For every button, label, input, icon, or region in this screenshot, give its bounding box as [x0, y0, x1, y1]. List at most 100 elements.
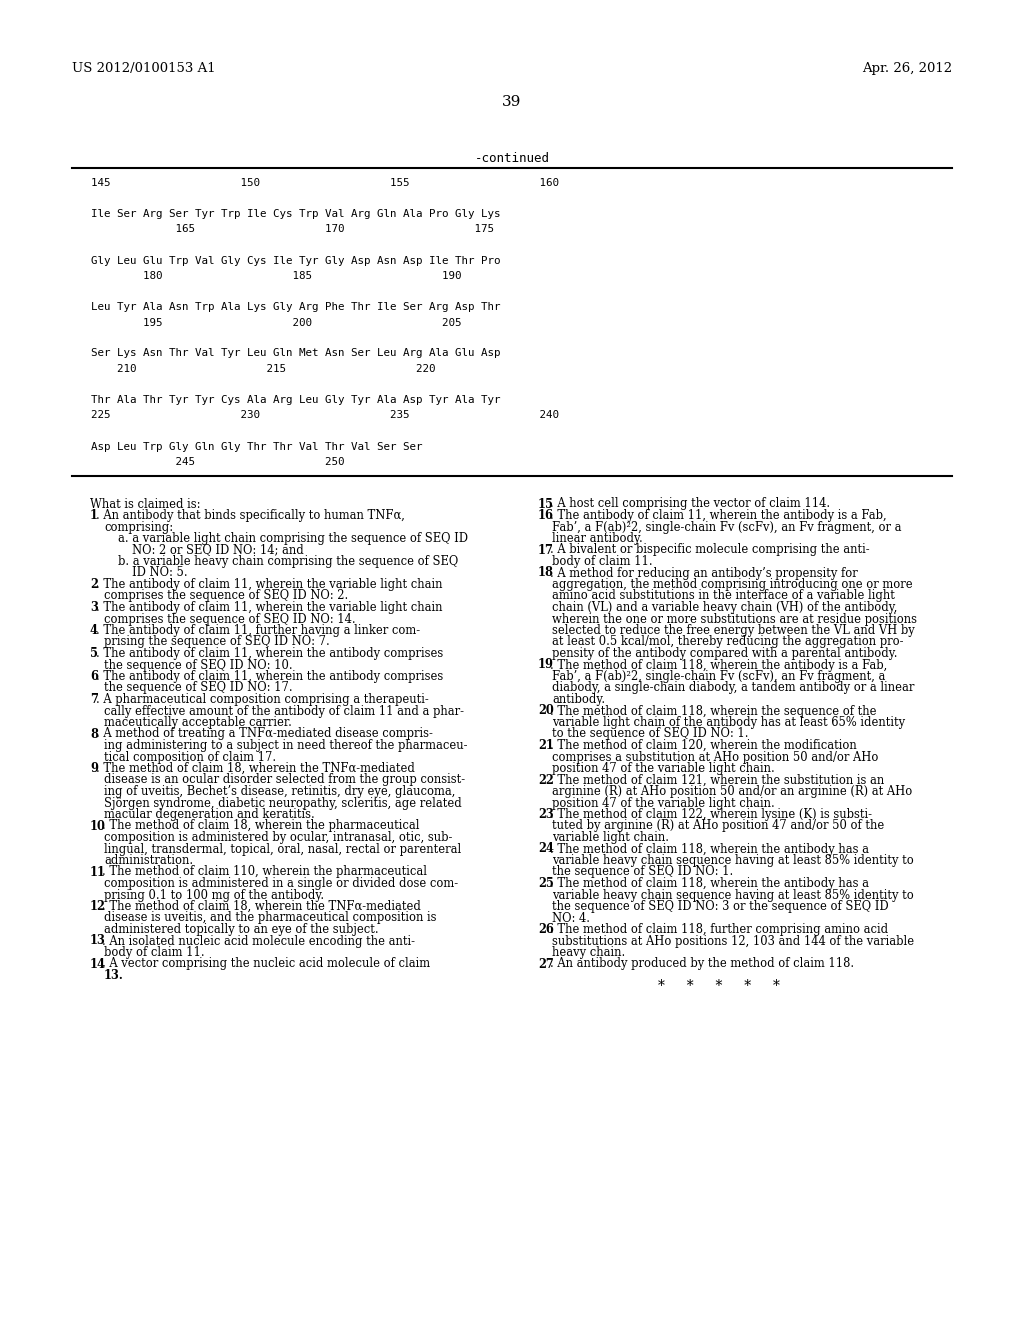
Text: 145                    150                    155                    160: 145 150 155 160 [91, 178, 559, 187]
Text: . The method of claim 122, wherein lysine (K) is substi-: . The method of claim 122, wherein lysin… [550, 808, 871, 821]
Text: comprises the sequence of SEQ ID NO: 2.: comprises the sequence of SEQ ID NO: 2. [104, 590, 348, 602]
Text: body of claim 11.: body of claim 11. [552, 554, 652, 568]
Text: cally effective amount of the antibody of claim 11 and a phar-: cally effective amount of the antibody o… [104, 705, 464, 718]
Text: variable light chain of the antibody has at least 65% identity: variable light chain of the antibody has… [552, 715, 905, 729]
Text: . A vector comprising the nucleic acid molecule of claim: . A vector comprising the nucleic acid m… [101, 957, 430, 970]
Text: . The method of claim 121, wherein the substitution is an: . The method of claim 121, wherein the s… [550, 774, 884, 787]
Text: amino acid substitutions in the interface of a variable light: amino acid substitutions in the interfac… [552, 590, 895, 602]
Text: Ile Ser Arg Ser Tyr Trp Ile Cys Trp Val Arg Gln Ala Pro Gly Lys: Ile Ser Arg Ser Tyr Trp Ile Cys Trp Val … [91, 209, 501, 219]
Text: administered topically to an eye of the subject.: administered topically to an eye of the … [104, 923, 379, 936]
Text: comprises the sequence of SEQ ID NO: 14.: comprises the sequence of SEQ ID NO: 14. [104, 612, 355, 626]
Text: 19: 19 [538, 659, 554, 672]
Text: . A bivalent or bispecific molecule comprising the anti-: . A bivalent or bispecific molecule comp… [550, 544, 869, 557]
Text: disease is an ocular disorder selected from the group consist-: disease is an ocular disorder selected f… [104, 774, 465, 787]
Text: 2: 2 [90, 578, 98, 591]
Text: ing of uveitis, Bechet’s disease, retinitis, dry eye, glaucoma,: ing of uveitis, Bechet’s disease, retini… [104, 785, 456, 799]
Text: variable heavy chain sequence having at least 85% identity to: variable heavy chain sequence having at … [552, 888, 913, 902]
Text: Ser Lys Asn Thr Val Tyr Leu Gln Met Asn Ser Leu Arg Ala Glu Asp: Ser Lys Asn Thr Val Tyr Leu Gln Met Asn … [91, 348, 501, 359]
Text: the sequence of SEQ ID NO: 3 or the sequence of SEQ ID: the sequence of SEQ ID NO: 3 or the sequ… [552, 900, 889, 913]
Text: 5: 5 [90, 647, 98, 660]
Text: 210                    215                    220: 210 215 220 [91, 364, 435, 374]
Text: . The method of claim 18, wherein the TNFα-mediated: . The method of claim 18, wherein the TN… [101, 900, 421, 913]
Text: position 47 of the variable light chain.: position 47 of the variable light chain. [552, 762, 775, 775]
Text: 22: 22 [538, 774, 554, 787]
Text: 3: 3 [90, 601, 98, 614]
Text: 20: 20 [538, 705, 554, 718]
Text: . The method of claim 110, wherein the pharmaceutical: . The method of claim 110, wherein the p… [101, 866, 427, 879]
Text: NO: 4.: NO: 4. [552, 912, 590, 924]
Text: . An antibody produced by the method of claim 118.: . An antibody produced by the method of … [550, 957, 854, 970]
Text: b. a variable heavy chain comprising the sequence of SEQ: b. a variable heavy chain comprising the… [118, 554, 459, 568]
Text: comprising:: comprising: [104, 520, 173, 533]
Text: 11: 11 [90, 866, 106, 879]
Text: . A method for reducing an antibody’s propensity for: . A method for reducing an antibody’s pr… [550, 566, 857, 579]
Text: Gly Leu Glu Trp Val Gly Cys Ile Tyr Gly Asp Asn Asp Ile Thr Pro: Gly Leu Glu Trp Val Gly Cys Ile Tyr Gly … [91, 256, 501, 265]
Text: tuted by arginine (R) at AHo position 47 and/or 50 of the: tuted by arginine (R) at AHo position 47… [552, 820, 885, 833]
Text: variable light chain.: variable light chain. [552, 832, 669, 843]
Text: . The method of claim 118, wherein the sequence of the: . The method of claim 118, wherein the s… [550, 705, 877, 718]
Text: maceutically acceptable carrier.: maceutically acceptable carrier. [104, 715, 292, 729]
Text: 14: 14 [90, 957, 106, 970]
Text: 21: 21 [538, 739, 554, 752]
Text: disease is uveitis, and the pharmaceutical composition is: disease is uveitis, and the pharmaceutic… [104, 912, 436, 924]
Text: 27: 27 [538, 957, 554, 970]
Text: the sequence of SEQ ID NO: 17.: the sequence of SEQ ID NO: 17. [104, 681, 293, 694]
Text: 4: 4 [90, 624, 98, 638]
Text: 18: 18 [538, 566, 554, 579]
Text: Fab’, a F(ab)²2, single-chain Fv (scFv), an Fv fragment, a: Fab’, a F(ab)²2, single-chain Fv (scFv),… [552, 671, 886, 682]
Text: 245                    250: 245 250 [91, 457, 344, 467]
Text: 9: 9 [90, 762, 98, 775]
Text: the sequence of SEQ ID NO: 1.: the sequence of SEQ ID NO: 1. [552, 866, 733, 879]
Text: . The antibody of claim 11, wherein the antibody is a Fab,: . The antibody of claim 11, wherein the … [550, 510, 887, 521]
Text: antibody.: antibody. [552, 693, 605, 706]
Text: ID NO: 5.: ID NO: 5. [132, 566, 187, 579]
Text: Leu Tyr Ala Asn Trp Ala Lys Gly Arg Phe Thr Ile Ser Arg Asp Thr: Leu Tyr Ala Asn Trp Ala Lys Gly Arg Phe … [91, 302, 501, 312]
Text: administration.: administration. [104, 854, 194, 867]
Text: 25: 25 [538, 876, 554, 890]
Text: prising 0.1 to 100 mg of the antibody.: prising 0.1 to 100 mg of the antibody. [104, 888, 325, 902]
Text: composition is administered in a single or divided dose com-: composition is administered in a single … [104, 876, 458, 890]
Text: . The antibody of claim 11, wherein the variable light chain: . The antibody of claim 11, wherein the … [96, 601, 442, 614]
Text: US 2012/0100153 A1: US 2012/0100153 A1 [72, 62, 216, 75]
Text: 8: 8 [90, 727, 98, 741]
Text: chain (VL) and a variable heavy chain (VH) of the antibody,: chain (VL) and a variable heavy chain (V… [552, 601, 897, 614]
Text: to the sequence of SEQ ID NO: 1.: to the sequence of SEQ ID NO: 1. [552, 727, 749, 741]
Text: Asp Leu Trp Gly Gln Gly Thr Thr Val Thr Val Ser Ser: Asp Leu Trp Gly Gln Gly Thr Thr Val Thr … [91, 441, 423, 451]
Text: ing administering to a subject in need thereof the pharmaceu-: ing administering to a subject in need t… [104, 739, 468, 752]
Text: . A host cell comprising the vector of claim 114.: . A host cell comprising the vector of c… [550, 498, 829, 511]
Text: 165                    170                    175: 165 170 175 [91, 224, 494, 235]
Text: 16: 16 [538, 510, 554, 521]
Text: 12: 12 [90, 900, 105, 913]
Text: 6: 6 [90, 671, 98, 682]
Text: prising the sequence of SEQ ID NO: 7.: prising the sequence of SEQ ID NO: 7. [104, 635, 330, 648]
Text: 225                    230                    235                    240: 225 230 235 240 [91, 411, 559, 421]
Text: *     *     *     *     *: * * * * * [658, 979, 780, 993]
Text: . The method of claim 120, wherein the modification: . The method of claim 120, wherein the m… [550, 739, 856, 752]
Text: Apr. 26, 2012: Apr. 26, 2012 [862, 62, 952, 75]
Text: the sequence of SEQ ID NO: 10.: the sequence of SEQ ID NO: 10. [104, 659, 293, 672]
Text: What is claimed is:: What is claimed is: [90, 498, 201, 511]
Text: . The antibody of claim 11, wherein the variable light chain: . The antibody of claim 11, wherein the … [96, 578, 442, 591]
Text: 7: 7 [90, 693, 98, 706]
Text: diabody, a single-chain diabody, a tandem antibody or a linear: diabody, a single-chain diabody, a tande… [552, 681, 914, 694]
Text: 180                    185                    190: 180 185 190 [91, 271, 462, 281]
Text: 13.: 13. [104, 969, 124, 982]
Text: tical composition of claim 17.: tical composition of claim 17. [104, 751, 276, 763]
Text: 15: 15 [538, 498, 554, 511]
Text: 195                    200                    205: 195 200 205 [91, 318, 462, 327]
Text: heavy chain.: heavy chain. [552, 946, 626, 960]
Text: substitutions at AHo positions 12, 103 and 144 of the variable: substitutions at AHo positions 12, 103 a… [552, 935, 914, 948]
Text: at least 0.5 kcal/mol, thereby reducing the aggregation pro-: at least 0.5 kcal/mol, thereby reducing … [552, 635, 903, 648]
Text: . The method of claim 118, wherein the antibody has a: . The method of claim 118, wherein the a… [550, 842, 868, 855]
Text: . An antibody that binds specifically to human TNFα,: . An antibody that binds specifically to… [96, 510, 404, 521]
Text: aggregation, the method comprising introducing one or more: aggregation, the method comprising intro… [552, 578, 912, 591]
Text: 10: 10 [90, 820, 105, 833]
Text: composition is administered by ocular, intranasal, otic, sub-: composition is administered by ocular, i… [104, 832, 453, 843]
Text: . The method of claim 18, wherein the TNFα-mediated: . The method of claim 18, wherein the TN… [96, 762, 415, 775]
Text: Fab’, a F(ab)²2, single-chain Fv (scFv), an Fv fragment, or a: Fab’, a F(ab)²2, single-chain Fv (scFv),… [552, 520, 901, 533]
Text: . The method of claim 118, wherein the antibody is a Fab,: . The method of claim 118, wherein the a… [550, 659, 887, 672]
Text: pensity of the antibody compared with a parental antibody.: pensity of the antibody compared with a … [552, 647, 897, 660]
Text: . The method of claim 18, wherein the pharmaceutical: . The method of claim 18, wherein the ph… [101, 820, 419, 833]
Text: body of claim 11.: body of claim 11. [104, 946, 205, 960]
Text: 39: 39 [503, 95, 521, 110]
